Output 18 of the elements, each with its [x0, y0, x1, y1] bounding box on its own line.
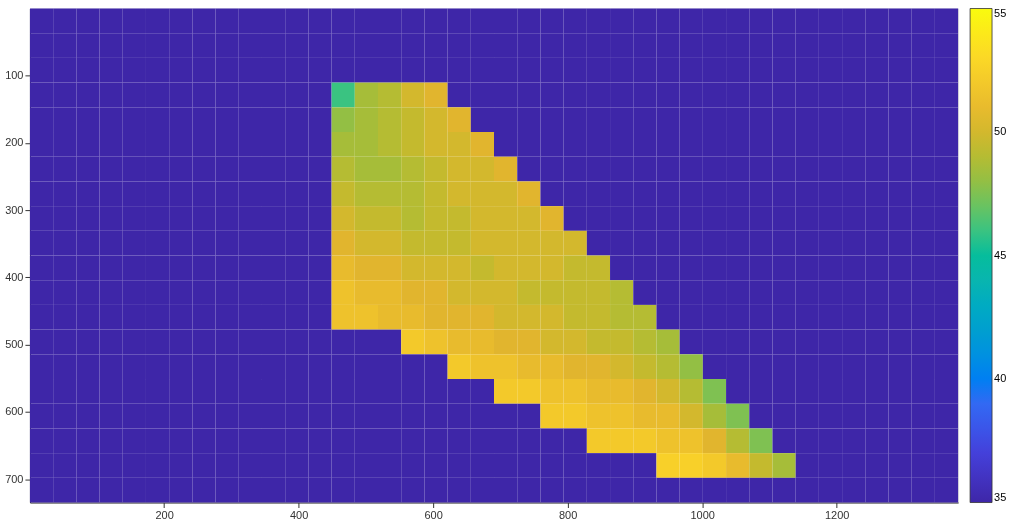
- color-bar-label: 40: [994, 372, 1007, 385]
- y-tick-label: 100: [5, 68, 24, 81]
- x-tick-label: 400: [289, 508, 309, 521]
- x-tick-label: 800: [559, 508, 578, 521]
- y-tick-label: 500: [5, 338, 24, 351]
- y-tick-label: 600: [5, 405, 24, 418]
- color-bar-label: 35: [994, 490, 1007, 503]
- color-bar-label: 45: [994, 248, 1007, 261]
- y-tick-label: 400: [5, 270, 24, 283]
- x-tick-label: 200: [155, 508, 174, 521]
- color-bar-label: 55: [994, 7, 1007, 20]
- x-tick-label: 1000: [690, 508, 715, 521]
- x-tick-label: 1200: [825, 508, 850, 521]
- y-tick-label: 200: [5, 136, 24, 149]
- y-tick-label: 700: [5, 472, 24, 485]
- color-bar-label: 50: [994, 125, 1007, 137]
- x-tick-label: 600: [424, 508, 443, 521]
- y-tick-label: 300: [5, 203, 24, 216]
